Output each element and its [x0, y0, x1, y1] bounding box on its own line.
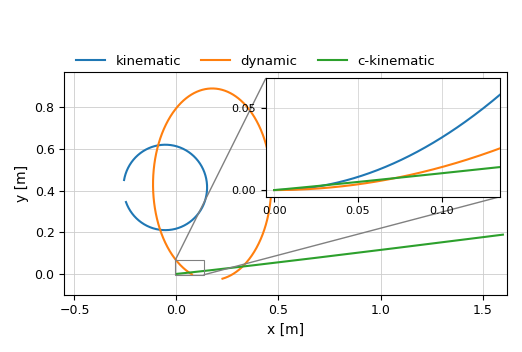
- Y-axis label: y [m]: y [m]: [15, 165, 29, 202]
- Bar: [175, 260, 204, 275]
- X-axis label: x [m]: x [m]: [267, 323, 304, 337]
- Legend: kinematic, dynamic, c-kinematic: kinematic, dynamic, c-kinematic: [71, 49, 440, 73]
